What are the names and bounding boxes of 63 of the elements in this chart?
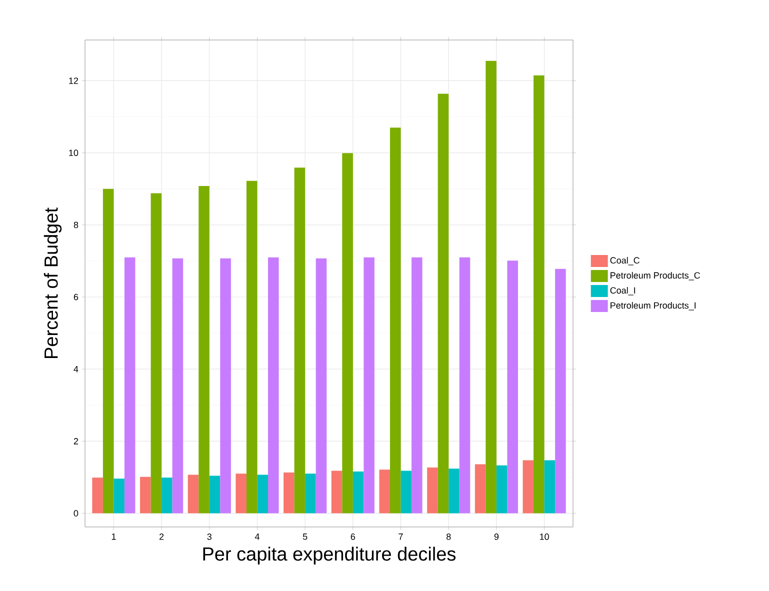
bar <box>140 476 151 514</box>
bar <box>400 470 412 514</box>
legend-label: Coal_I <box>610 286 636 296</box>
x-axis-title: Per capita expenditure deciles <box>203 546 456 564</box>
bar <box>342 153 353 514</box>
bar <box>364 257 374 514</box>
bar <box>507 260 518 514</box>
bar <box>124 257 136 514</box>
y-tick-label: 10 <box>69 150 78 156</box>
bar <box>246 180 258 514</box>
legend-label: Petroleum Products_C <box>610 272 700 280</box>
x-tick-label: 5 <box>302 534 308 540</box>
y-tick-label: 8 <box>74 222 78 228</box>
x-tick-label: 6 <box>350 534 356 540</box>
bar <box>102 188 114 514</box>
y-tick-label: 2 <box>74 438 78 444</box>
x-tick-label: 7 <box>398 534 403 540</box>
y-tick-label: 6 <box>74 294 78 300</box>
bar <box>188 474 199 514</box>
bar <box>198 186 210 514</box>
bar <box>150 193 162 514</box>
bar <box>496 465 508 514</box>
bar <box>352 471 364 514</box>
x-tick-label: 9 <box>494 534 499 540</box>
bar <box>544 460 556 514</box>
x-tick-label: 8 <box>446 534 451 540</box>
legend-label: Coal_C <box>610 256 640 266</box>
bar <box>379 470 390 514</box>
bar <box>448 468 460 514</box>
x-tick-label: 4 <box>254 534 260 540</box>
bar <box>474 464 486 514</box>
bar <box>294 168 306 514</box>
bar <box>522 460 534 514</box>
bar <box>427 468 438 514</box>
bar <box>305 474 316 514</box>
bar <box>555 268 566 514</box>
bar <box>92 478 103 514</box>
bar <box>114 478 124 514</box>
bar <box>257 474 268 514</box>
bar <box>459 257 470 514</box>
bar <box>268 257 279 514</box>
bar <box>284 472 294 514</box>
bar <box>412 257 422 514</box>
bar <box>316 258 327 514</box>
x-tick-label: 1 <box>112 534 116 540</box>
y-tick-label: 12 <box>69 78 78 84</box>
bar <box>534 75 544 514</box>
bar <box>390 128 401 514</box>
x-tick-label: 10 <box>540 534 549 540</box>
bar <box>438 94 449 514</box>
bar <box>236 474 246 514</box>
bar <box>331 470 342 514</box>
bar <box>220 258 231 514</box>
bar <box>172 258 184 514</box>
bar <box>486 60 496 514</box>
x-tick-label: 2 <box>160 534 164 540</box>
x-tick-label: 3 <box>207 534 212 540</box>
bar <box>162 478 172 514</box>
y-axis-title: Percent of Budget <box>44 208 62 358</box>
bar <box>209 476 220 514</box>
legend-label: Petroleum Products_I <box>610 302 696 310</box>
y-tick-label: 4 <box>74 366 78 372</box>
y-tick-label: 0 <box>74 510 78 516</box>
